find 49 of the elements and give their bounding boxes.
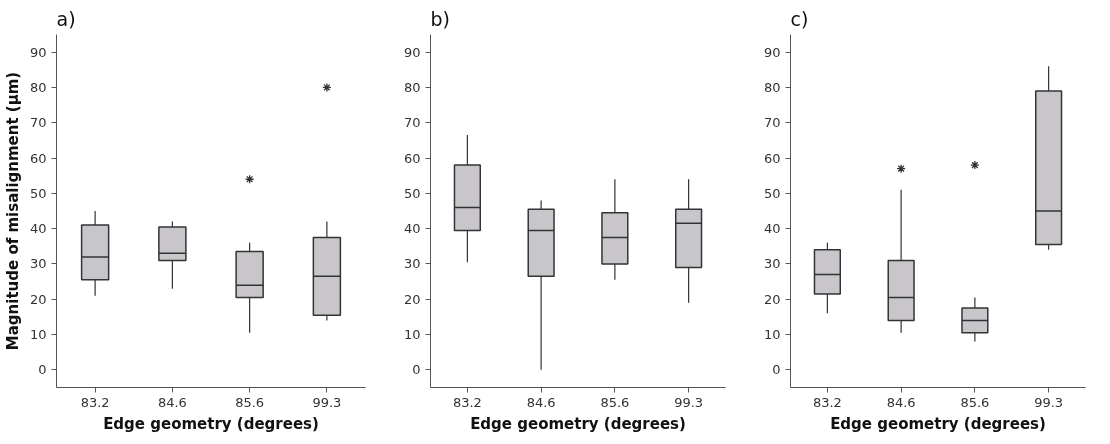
y-tick-label: 20 bbox=[403, 291, 421, 307]
y-tick-label: 20 bbox=[29, 291, 47, 307]
x-tick-label: 83.2 bbox=[812, 394, 842, 410]
y-tick-label: 40 bbox=[763, 221, 781, 237]
y-tick-label: 0 bbox=[772, 362, 781, 378]
x-tick-label: 85.6 bbox=[960, 394, 990, 410]
x-tick-label: 83.2 bbox=[80, 394, 110, 410]
x-axis-title: Edge geometry (degrees) bbox=[103, 414, 319, 433]
y-tick-label: 40 bbox=[29, 221, 47, 237]
y-tick-label: 20 bbox=[763, 291, 781, 307]
y-tick-label: 90 bbox=[29, 44, 47, 60]
y-tick-label: 90 bbox=[763, 44, 781, 60]
y-tick-label: 80 bbox=[763, 79, 781, 95]
y-tick-label: 60 bbox=[29, 150, 47, 166]
x-axis-title: Edge geometry (degrees) bbox=[830, 414, 1046, 433]
x-tick-label: 99.3 bbox=[312, 394, 342, 410]
x-tick-label: 84.6 bbox=[886, 394, 916, 410]
y-tick-label: 80 bbox=[403, 79, 421, 95]
x-tick-label: 99.3 bbox=[674, 394, 704, 410]
x-tick-label: 83.2 bbox=[452, 394, 482, 410]
y-tick-label: 0 bbox=[38, 362, 47, 378]
x-tick-label: 85.6 bbox=[600, 394, 630, 410]
y-tick-label: 50 bbox=[763, 185, 781, 201]
y-tick-label: 60 bbox=[763, 150, 781, 166]
y-tick-label: 70 bbox=[763, 115, 781, 131]
y-tick-label: 90 bbox=[403, 44, 421, 60]
y-axis-title: Magnitude of misalignment (µm) bbox=[3, 71, 22, 351]
x-tick-label: 84.6 bbox=[526, 394, 556, 410]
x-tick-label: 99.3 bbox=[1034, 394, 1064, 410]
x-axis-title: Edge geometry (degrees) bbox=[470, 414, 686, 433]
y-tick-label: 80 bbox=[29, 79, 47, 95]
y-tick-label: 70 bbox=[403, 115, 421, 131]
x-tick-label: 85.6 bbox=[235, 394, 265, 410]
x-tick-label: 84.6 bbox=[157, 394, 187, 410]
y-tick-label: 30 bbox=[29, 256, 47, 272]
y-tick-label: 40 bbox=[403, 221, 421, 237]
y-tick-label: 60 bbox=[403, 150, 421, 166]
chart-title: a) bbox=[56, 7, 76, 30]
y-tick-label: 50 bbox=[29, 185, 47, 201]
y-tick-label: 10 bbox=[29, 327, 47, 343]
y-tick-label: 70 bbox=[29, 115, 47, 131]
chart-title: c) bbox=[790, 7, 809, 30]
y-tick-label: 0 bbox=[412, 362, 421, 378]
y-tick-label: 10 bbox=[403, 327, 421, 343]
y-tick-label: 10 bbox=[763, 327, 781, 343]
chart-title: b) bbox=[430, 7, 450, 30]
y-tick-label: 30 bbox=[403, 256, 421, 272]
y-tick-label: 30 bbox=[763, 256, 781, 272]
y-tick-label: 50 bbox=[403, 185, 421, 201]
